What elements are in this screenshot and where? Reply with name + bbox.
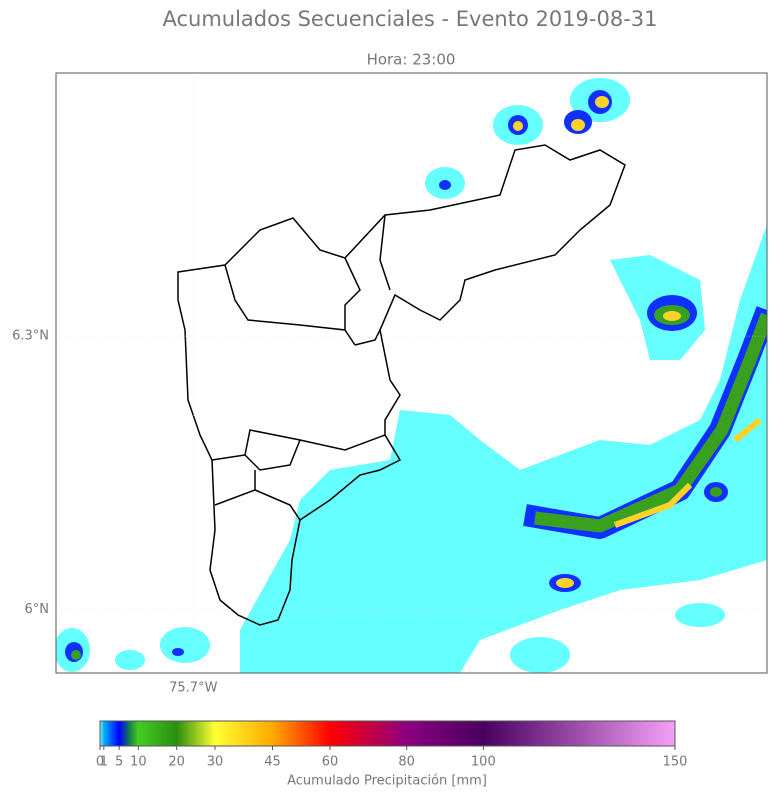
colorbar-tick-label: 60	[322, 755, 339, 770]
colorbar-tick-label: 100	[471, 755, 496, 770]
colorbar-tick-label: 80	[398, 755, 415, 770]
colorbar-tick-label: 45	[264, 755, 281, 770]
map-frame	[55, 72, 768, 674]
colorbar-tick-label: 1	[100, 755, 108, 770]
y-tick-label: 6.3°N	[12, 329, 49, 344]
colorbar-tick-label: 20	[168, 755, 185, 770]
colorbar	[99, 720, 676, 747]
colorbar-tick-label: 30	[207, 755, 224, 770]
precipitation-field	[56, 78, 767, 673]
y-tick-label: 6°N	[25, 602, 50, 617]
chart-subtitle: Hora: 23:00	[367, 51, 456, 69]
colorbar-tick-label: 10	[130, 755, 147, 770]
colorbar-tick-label: 0	[96, 755, 104, 770]
colorbar-label: Acumulado Precipitación [mm]	[287, 774, 487, 789]
colorbar-tick-label: 5	[115, 755, 123, 770]
chart-title: Acumulados Secuenciales - Evento 2019-08…	[162, 7, 657, 31]
x-tick-label: 75.7°W	[169, 681, 217, 696]
colorbar-tick-label: 150	[663, 755, 688, 770]
municipal-boundaries	[177, 144, 626, 626]
